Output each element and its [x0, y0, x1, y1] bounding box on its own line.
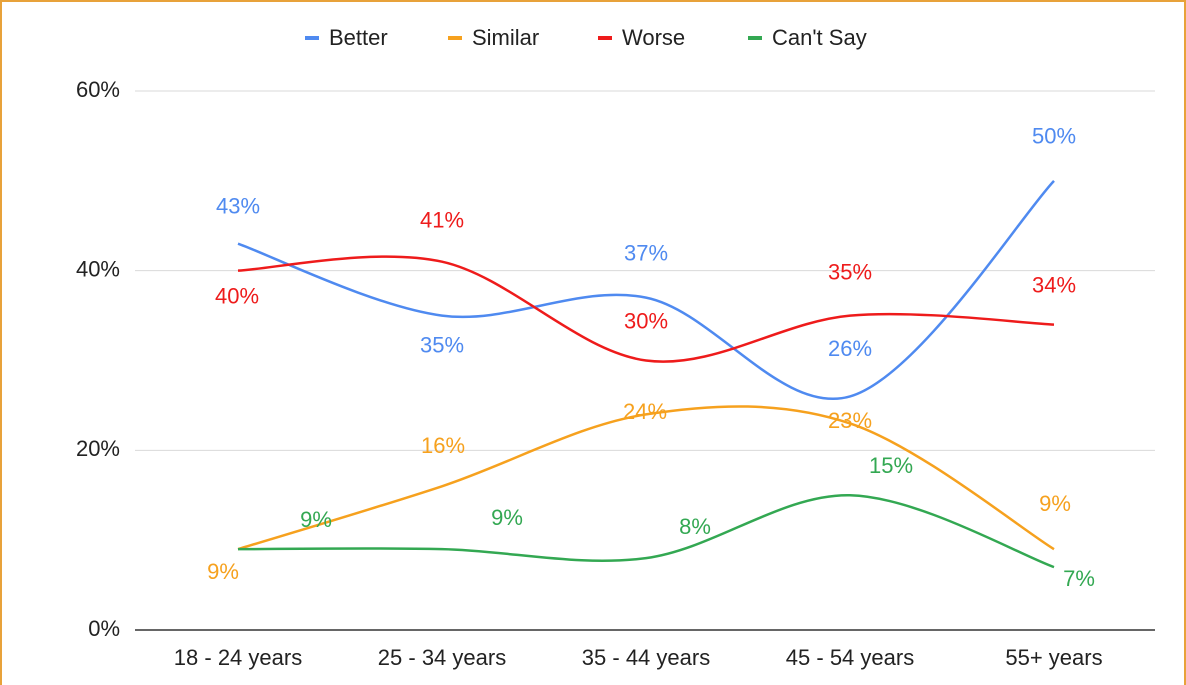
- legend-swatch: [748, 36, 762, 40]
- y-tick-label: 0%: [88, 616, 120, 641]
- series-line: [237, 179, 1055, 400]
- series-line: [237, 405, 1055, 551]
- x-tick-label: 25 - 34 years: [378, 645, 506, 670]
- data-label: 40%: [215, 283, 259, 308]
- y-tick-label: 60%: [76, 77, 120, 102]
- x-tick-label: 35 - 44 years: [582, 645, 710, 670]
- x-tick-label: 55+ years: [1005, 645, 1102, 670]
- series-line: [237, 255, 1055, 363]
- x-tick-label: 18 - 24 years: [174, 645, 302, 670]
- x-tick-label: 45 - 54 years: [786, 645, 914, 670]
- data-label: 23%: [828, 408, 872, 433]
- legend-swatch: [598, 36, 612, 40]
- data-label: 9%: [1039, 491, 1071, 516]
- data-label: 7%: [1063, 566, 1095, 591]
- series-line: [237, 493, 1055, 569]
- y-tick-label: 20%: [76, 436, 120, 461]
- data-label: 35%: [828, 259, 872, 284]
- data-label: 24%: [623, 399, 667, 424]
- legend-label: Can't Say: [772, 25, 867, 50]
- data-label: 41%: [420, 207, 464, 232]
- data-label: 16%: [421, 433, 465, 458]
- legend-label: Better: [329, 25, 388, 50]
- data-label: 35%: [420, 332, 464, 357]
- y-tick-label: 40%: [76, 256, 120, 281]
- data-label: 9%: [207, 559, 239, 584]
- legend-label: Similar: [472, 25, 539, 50]
- data-label: 43%: [216, 194, 260, 219]
- legend-swatch: [448, 36, 462, 40]
- data-label: 8%: [679, 514, 711, 539]
- data-label: 37%: [624, 240, 668, 265]
- data-label: 34%: [1032, 272, 1076, 297]
- data-label: 26%: [828, 336, 872, 361]
- data-label: 15%: [869, 453, 913, 478]
- legend-label: Worse: [622, 25, 685, 50]
- data-label: 9%: [300, 507, 332, 532]
- data-label: 30%: [624, 308, 668, 333]
- data-label: 50%: [1032, 124, 1076, 149]
- data-label: 9%: [491, 505, 523, 530]
- legend-swatch: [305, 36, 319, 40]
